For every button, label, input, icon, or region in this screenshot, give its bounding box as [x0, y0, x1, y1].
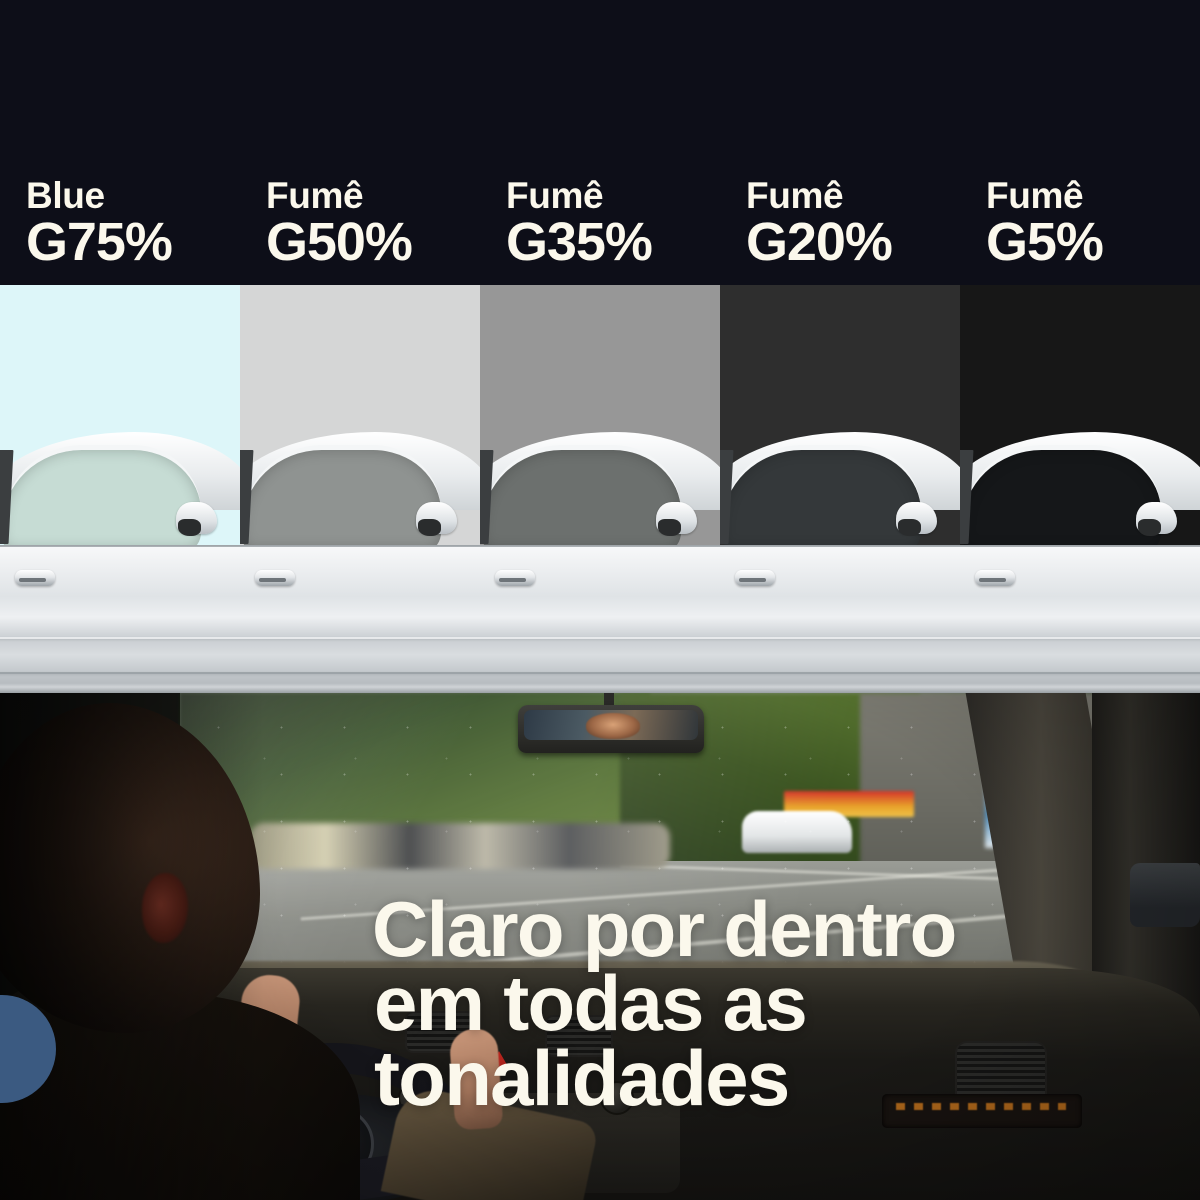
car-window-glass [1, 444, 201, 550]
tint-grade-label: G20% [746, 212, 893, 272]
tint-kind-label: Blue [26, 174, 105, 216]
tint-kind-label: Fumê [506, 174, 604, 216]
car-side-mirror-glass [177, 519, 201, 537]
tint-grade-label: G75% [26, 212, 173, 272]
car-body-crease [720, 637, 960, 640]
tint-kind-label: Fumê [746, 174, 844, 216]
car-door-body [480, 546, 720, 693]
parked-cars-blurred [250, 823, 670, 869]
tint-label-3: Fumê G35% [480, 0, 720, 285]
car-body-crease [720, 672, 960, 675]
car-body-crease [960, 672, 1200, 675]
rearview-mirror-glass [524, 710, 698, 740]
car-door-body [960, 546, 1200, 693]
car-window-glass [241, 444, 441, 550]
headline: Claro por dentro em todas as tonalidades [372, 885, 1162, 1122]
car-door-sill [720, 682, 960, 693]
car-body-crease [480, 672, 720, 675]
car-body-crease [240, 672, 480, 675]
car-window-glass [961, 444, 1161, 550]
passing-white-car [742, 811, 852, 853]
car-window-glass [481, 444, 681, 550]
car-side-mirror-glass [1137, 519, 1161, 537]
tint-label-1: Blue G75% [0, 0, 240, 285]
tint-panel-4 [720, 285, 960, 693]
car-door-illustration [240, 431, 480, 693]
car-door-body [720, 546, 960, 693]
car-door-handle-notch [259, 578, 287, 583]
car-side-mirror-glass [417, 519, 441, 537]
tint-sample-strip [0, 285, 1200, 693]
tint-label-4: Fumê G20% [720, 0, 960, 285]
tint-label-2: Fumê G50% [240, 0, 480, 285]
tint-panel-2 [240, 285, 480, 693]
car-door-body [0, 546, 240, 693]
car-door-illustration [0, 431, 240, 693]
tint-kind-label: Fumê [986, 174, 1084, 216]
car-door-body [240, 546, 480, 693]
car-door-sill [0, 682, 240, 693]
rearview-mirror [518, 705, 704, 753]
tint-label-row: Blue G75% Fumê G50% Fumê G35% Fumê G20% … [0, 0, 1200, 285]
car-door-handle-notch [499, 578, 527, 583]
car-body-crease [0, 672, 240, 675]
car-door-illustration [480, 431, 720, 693]
car-door-sill [240, 682, 480, 693]
headline-line-2: em todas as [374, 959, 808, 1048]
tint-panel-3 [480, 285, 720, 693]
tint-panel-1 [0, 285, 240, 693]
tint-panel-5 [960, 285, 1200, 693]
car-door-illustration [960, 431, 1200, 693]
car-door-sill [480, 682, 720, 693]
car-door-handle-notch [19, 578, 47, 583]
car-door-sill [960, 682, 1200, 693]
car-body-crease [0, 637, 240, 640]
car-side-mirror-glass [897, 519, 921, 537]
car-body-crease [480, 637, 720, 640]
tint-kind-label: Fumê [266, 174, 364, 216]
tint-grade-label: G5% [986, 212, 1104, 272]
headline-line-1: Claro por dentro [372, 885, 957, 973]
car-door-handle-notch [739, 578, 767, 583]
headline-line-3: tonalidades [374, 1033, 790, 1122]
car-door-handle-notch [979, 578, 1007, 583]
tint-grade-label: G50% [266, 212, 413, 272]
car-side-mirror-glass [657, 519, 681, 537]
car-window-glass [721, 444, 921, 550]
car-body-crease [240, 637, 480, 640]
tint-label-5: Fumê G5% [960, 0, 1200, 285]
car-body-crease [960, 637, 1200, 640]
driver-face-reflection [586, 713, 640, 739]
car-door-illustration [720, 431, 960, 693]
tint-grade-label: G35% [506, 212, 653, 272]
